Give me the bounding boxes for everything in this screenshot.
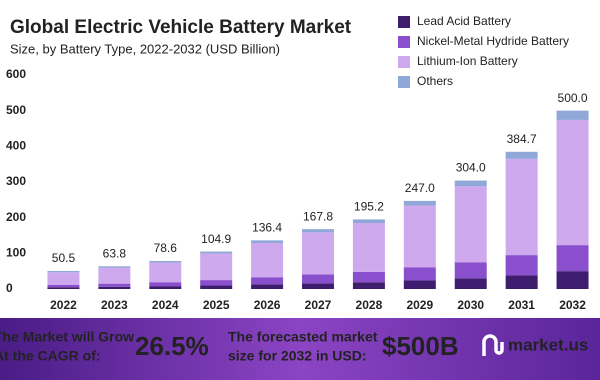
total-label: 104.9 <box>201 232 231 246</box>
chart-title: Global Electric Vehicle Battery Market <box>10 17 352 38</box>
bar-segment <box>454 186 487 263</box>
bar-segment <box>98 283 131 287</box>
bar-segment <box>149 286 182 289</box>
bar-segment <box>505 151 538 159</box>
x-tick-label: 2025 <box>203 298 230 312</box>
x-tick-label: 2023 <box>101 298 128 312</box>
x-tick-label: 2028 <box>356 298 383 312</box>
y-tick-label: 400 <box>6 139 26 153</box>
bar-segment <box>200 285 233 289</box>
banner-text: At the CAGR of: <box>0 348 101 364</box>
total-label: 247.0 <box>405 181 435 195</box>
bar-segment <box>149 282 182 287</box>
bar-segment <box>505 158 538 256</box>
legend-label: Lithium-Ion Battery <box>417 54 518 68</box>
bar-segment <box>200 280 233 286</box>
bar-segment <box>403 267 436 281</box>
bar-segment <box>47 270 80 273</box>
y-tick-label: 0 <box>6 281 13 295</box>
x-tick-label: 2027 <box>305 298 332 312</box>
bar-segment <box>352 223 385 272</box>
bar-segment <box>251 240 284 243</box>
total-label: 50.5 <box>52 251 76 265</box>
banner-text: size for 2032 in USD: <box>228 348 367 364</box>
legend-swatch <box>398 16 410 28</box>
bar-segment <box>556 110 589 120</box>
bar-segment <box>149 262 182 283</box>
bar-segment <box>302 232 334 275</box>
bar-segment <box>505 275 538 289</box>
cagr-value: 26.5% <box>135 331 209 361</box>
x-tick-label: 2030 <box>457 298 484 312</box>
bar-segment <box>352 219 385 224</box>
bar-segment <box>98 267 131 284</box>
bar-segment <box>251 277 284 285</box>
bar-segment <box>200 253 233 281</box>
bar-segment <box>403 200 436 206</box>
y-tick-label: 500 <box>6 103 26 117</box>
x-tick-label: 2024 <box>152 298 179 312</box>
bar-segment <box>352 282 385 289</box>
y-tick-label: 600 <box>6 67 26 81</box>
y-tick-label: 300 <box>6 174 26 188</box>
bar-segment <box>454 278 487 289</box>
legend-label: Lead Acid Battery <box>417 14 511 28</box>
bar-segment <box>352 271 385 283</box>
bar-segment <box>47 287 80 289</box>
total-label: 500.0 <box>558 91 588 105</box>
banner-text: The forecasted market <box>228 329 378 345</box>
chart-subtitle: Size, by Battery Type, 2022-2032 (USD Bi… <box>10 41 280 56</box>
y-tick-label: 100 <box>6 246 26 260</box>
banner <box>0 318 600 380</box>
bar-segment <box>454 180 487 187</box>
total-label: 136.4 <box>252 221 282 235</box>
legend-swatch <box>398 36 410 48</box>
total-label: 78.6 <box>154 241 178 255</box>
bar-segment <box>98 286 131 289</box>
bar-segment <box>47 284 80 288</box>
brand-name: market.us <box>508 335 588 354</box>
bar-segment <box>556 119 589 246</box>
total-label: 384.7 <box>507 132 537 146</box>
forecast-value: $500B <box>382 331 459 361</box>
bar-segment <box>403 205 436 268</box>
x-tick-label: 2029 <box>406 298 433 312</box>
x-tick-label: 2032 <box>559 298 586 312</box>
bar-segment <box>251 284 284 289</box>
bar-segment <box>251 242 284 278</box>
bar-segment <box>47 272 80 285</box>
total-label: 167.8 <box>303 209 333 223</box>
bar-segment <box>98 266 131 268</box>
x-tick-label: 2026 <box>254 298 281 312</box>
bar-segment <box>403 280 436 289</box>
plot: 0 100 200 300 400 500 600 2022 50.5 2023 63.8 2024 7… <box>6 14 589 312</box>
total-label: 304.0 <box>456 161 486 175</box>
banner-text: The Market will Grow <box>0 329 134 345</box>
bar-segment <box>454 262 487 279</box>
total-label: 63.8 <box>103 246 127 260</box>
legend-label: Others <box>417 74 453 88</box>
bar-segment <box>505 255 538 276</box>
brand-logo <box>482 334 504 356</box>
x-tick-label: 2022 <box>50 298 77 312</box>
bar-segment <box>556 245 589 272</box>
total-label: 195.2 <box>354 200 384 214</box>
bar-segment <box>302 229 334 233</box>
legend-swatch <box>398 56 410 68</box>
bar-segment <box>302 283 334 289</box>
bar-segment <box>149 260 182 263</box>
legend-swatch <box>398 76 410 88</box>
bar-segment <box>200 251 233 254</box>
bar-segment <box>556 271 589 289</box>
y-tick-label: 200 <box>6 210 26 224</box>
legend-label: Nickel-Metal Hydride Battery <box>417 34 569 48</box>
x-tick-label: 2031 <box>508 298 535 312</box>
bar-segment <box>302 274 334 284</box>
